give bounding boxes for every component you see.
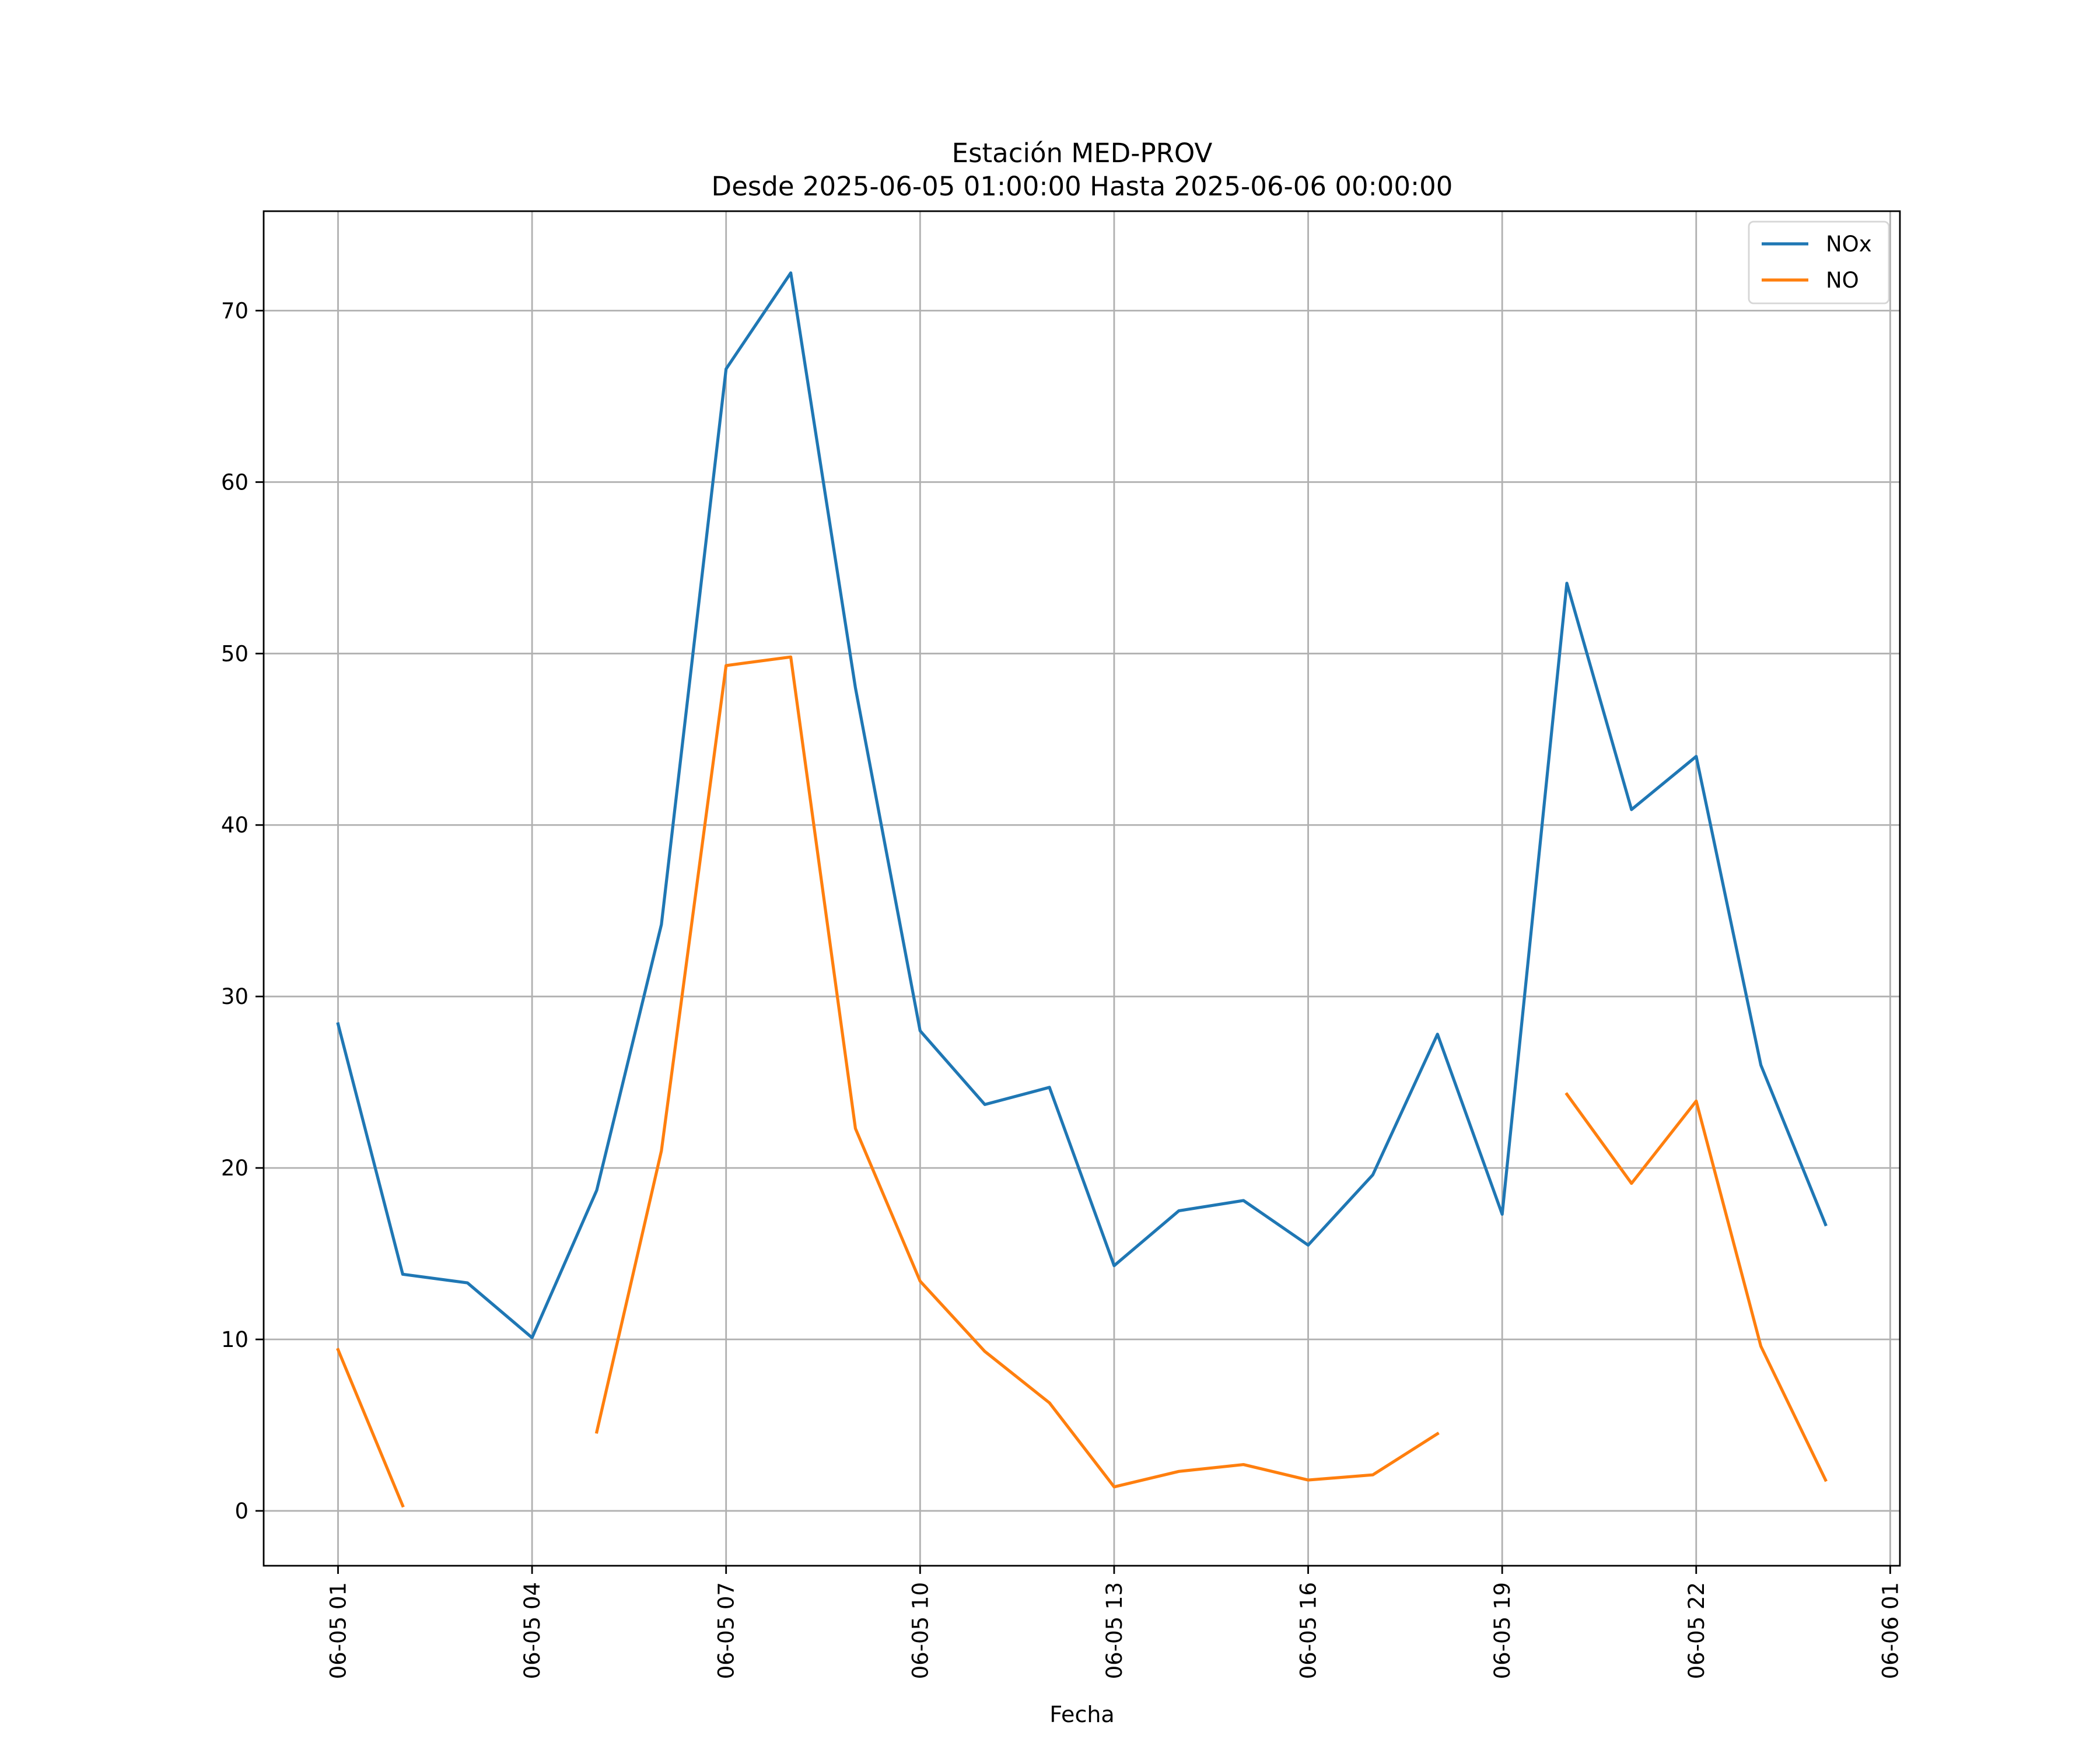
legend-box [1748, 221, 1890, 305]
y-tick-label: 60 [221, 470, 249, 495]
y-tick-label: 40 [221, 813, 249, 838]
legend: NOx NO [1748, 221, 1890, 305]
chart-title: Estación MED-PROV [952, 138, 1213, 169]
x-tick-label: 06-05 22 [1684, 1582, 1709, 1679]
y-tick-label: 20 [221, 1156, 249, 1181]
chart-subtitle: Desde 2025-06-05 01:00:00 Hasta 2025-06-… [712, 171, 1453, 202]
series-line-nox [336, 271, 1828, 1339]
y-axis: 0 10 20 30 40 50 60 70 [221, 298, 264, 1524]
y-tick-label: 0 [235, 1499, 249, 1524]
plot-frame [262, 210, 1901, 1567]
x-tick-label: 06-05 07 [714, 1582, 739, 1679]
series-line-no [594, 655, 1440, 1489]
x-axis: 06-05 01 06-05 04 06-05 07 06-05 10 06-05 13… [326, 1566, 1903, 1679]
y-tick-label: 30 [221, 984, 249, 1009]
series-layer [336, 271, 1828, 1508]
x-axis-label: Fecha [1049, 1702, 1114, 1727]
legend-label-no: NO [1826, 268, 1859, 293]
series-line-no [336, 1348, 405, 1508]
y-tick-label: 50 [221, 641, 249, 666]
y-tick-label: 10 [221, 1327, 249, 1352]
grid [264, 211, 1900, 1566]
series-nox [336, 271, 1828, 1339]
legend-label-nox: NOx [1826, 232, 1872, 257]
x-tick-label: 06-05 10 [908, 1582, 933, 1679]
x-tick-label: 06-05 16 [1296, 1582, 1321, 1679]
series-no [336, 655, 1828, 1508]
x-tick-label: 06-05 04 [520, 1582, 545, 1679]
y-tick-label: 70 [221, 298, 249, 323]
x-tick-label: 06-05 19 [1490, 1582, 1515, 1679]
x-tick-label: 06-05 13 [1102, 1582, 1127, 1679]
x-tick-label: 06-06 01 [1878, 1582, 1903, 1679]
series-line-no [1564, 1092, 1828, 1482]
x-tick-label: 06-05 01 [326, 1582, 351, 1679]
